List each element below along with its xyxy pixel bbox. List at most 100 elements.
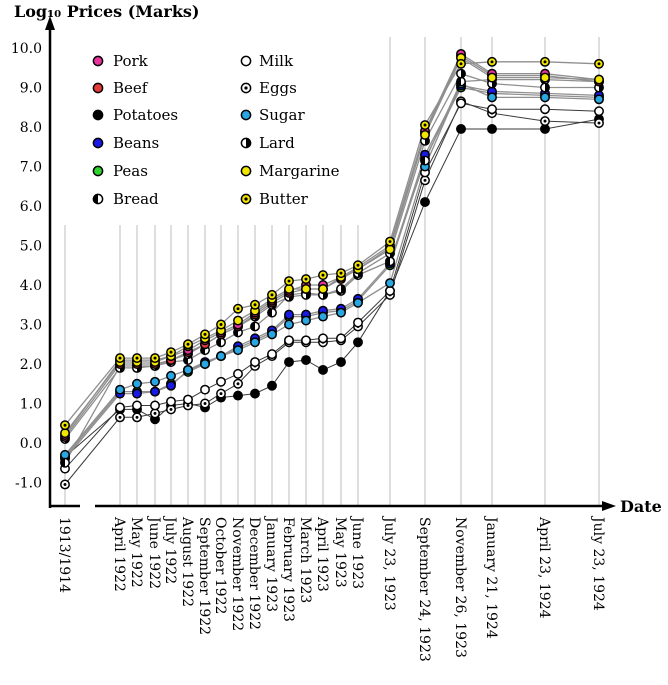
x-tick-label-july-23-1923: July 23, 1923 xyxy=(381,515,397,611)
x-tick-labels: 1913/1914 April 1922 May 1922 June 1922 July… xyxy=(56,515,606,662)
marker-bread-1913-1914 xyxy=(60,457,70,468)
legend-label-margarine: Margarine xyxy=(259,162,340,180)
marker-milk-july-23-1923 xyxy=(385,285,395,296)
series-line-peas xyxy=(64,86,600,458)
marker-bread-december-1922 xyxy=(250,321,260,332)
legend-item-beef: Beef xyxy=(92,79,149,97)
y-tick-label: 9.0 xyxy=(20,81,42,97)
marker-sugar-september-1922 xyxy=(200,359,210,369)
marker-butter-april-1923 xyxy=(318,270,328,281)
series-line-pork xyxy=(64,52,600,436)
x-tick-label-january-21-1924: January 21, 1924 xyxy=(483,515,499,639)
marker-sugar-march-1923 xyxy=(301,315,311,326)
marker-milk-june-1923 xyxy=(353,317,363,328)
legend-label-sugar: Sugar xyxy=(259,106,305,124)
marker-butter-april-23-1924 xyxy=(540,56,550,67)
marker-margarine-february-1923 xyxy=(284,284,294,294)
marker-sugar-june-1923 xyxy=(353,297,363,308)
y-tick-label: 5.0 xyxy=(20,239,42,255)
marker-margarine-july-23-1924 xyxy=(594,74,604,85)
legend-label-beans: Beans xyxy=(113,134,159,152)
legend-item-bread: Bread xyxy=(92,190,159,208)
x-tick-label-august-1922: August 1922 xyxy=(179,516,195,607)
marker-potatoes-january-21-1924 xyxy=(487,124,497,134)
marker-potatoes-november-1922 xyxy=(233,390,243,401)
series-line-margarine xyxy=(64,56,600,434)
marker-butter-1913-1914 xyxy=(60,420,70,431)
marker-margarine-1913-1914 xyxy=(60,428,70,439)
marker-butter-april-1922 xyxy=(115,353,125,364)
marker-milk-april-1923 xyxy=(318,333,328,344)
marker-sugar-january-1923 xyxy=(267,329,277,340)
marker-butter-december-1922 xyxy=(250,299,260,310)
marker-bread-september-24-1923 xyxy=(420,155,430,166)
marker-margarine-january-21-1924 xyxy=(487,72,497,83)
x-tick-label-september-1922: September 1922 xyxy=(196,517,212,635)
x-tick-label-july-1922: July 1922 xyxy=(162,515,178,584)
x-tick-label-december-1922: December 1922 xyxy=(246,517,262,630)
marker-butter-august-1922 xyxy=(183,339,193,350)
marker-bread-july-23-1923 xyxy=(385,256,395,267)
marker-eggs-may-1922 xyxy=(132,412,142,423)
marker-eggs-september-1922 xyxy=(200,398,210,409)
y-axis-arrow xyxy=(45,16,55,30)
marker-milk-august-1922 xyxy=(183,394,193,405)
marker-eggs-1913-1914 xyxy=(60,479,70,490)
x-tick-label-november-1922: November 1922 xyxy=(229,517,245,631)
legend-marker-butter xyxy=(240,193,252,205)
series-markers xyxy=(60,48,604,490)
x-tick-label-april-23-1924: April 23, 1924 xyxy=(536,516,552,619)
marker-beans-july-1922 xyxy=(166,380,176,391)
x-tick-label-april-1922: April 1922 xyxy=(111,516,127,592)
marker-potatoes-january-1923 xyxy=(267,380,277,391)
x-tick-label-november-26-1923: November 26, 1923 xyxy=(452,517,468,658)
marker-milk-march-1923 xyxy=(301,335,311,346)
x-tick-label-july-23-1924: July 23, 1924 xyxy=(590,515,606,611)
legend: Pork Beef Potatoes Beans Peas Bread Milk Eggs Su… xyxy=(92,52,340,208)
marker-eggs-september-24-1923 xyxy=(420,175,430,186)
marker-margarine-april-1923 xyxy=(318,284,328,294)
marker-milk-november-1922 xyxy=(233,368,243,379)
marker-milk-july-1922 xyxy=(166,396,176,407)
marker-milk-december-1922 xyxy=(250,357,260,367)
series-line-potatoes xyxy=(64,118,600,458)
x-tick-label-march-1923: March 1923 xyxy=(297,517,313,603)
marker-eggs-july-1922 xyxy=(166,404,176,415)
marker-butter-july-23-1923 xyxy=(385,236,395,247)
legend-item-pork: Pork xyxy=(92,52,149,70)
marker-butter-september-1922 xyxy=(200,329,210,340)
marker-sugar-april-1923 xyxy=(318,311,328,322)
marker-eggs-june-1922 xyxy=(150,408,160,419)
legend-marker-sugar xyxy=(240,109,252,121)
marker-sugar-april-1922 xyxy=(115,384,125,395)
marker-butter-january-1923 xyxy=(267,289,277,300)
marker-sugar-may-1923 xyxy=(336,307,346,318)
marker-milk-may-1922 xyxy=(132,400,142,411)
legend-marker-pork xyxy=(92,55,104,67)
marker-eggs-july-23-1924 xyxy=(594,118,604,129)
marker-eggs-april-23-1924 xyxy=(540,116,550,127)
x-tick-label-september-24-1923: September 24, 1923 xyxy=(416,517,432,662)
legend-label-peas: Peas xyxy=(113,162,148,180)
y-tick-label: 7.0 xyxy=(20,160,42,176)
legend-marker-beans xyxy=(92,137,104,149)
marker-sugar-may-1922 xyxy=(132,378,142,389)
marker-potatoes-april-23-1924 xyxy=(540,124,550,134)
marker-sugar-august-1922 xyxy=(183,364,193,375)
marker-sugar-1913-1914 xyxy=(60,449,70,460)
marker-beans-june-1922 xyxy=(150,386,160,397)
marker-milk-october-1922 xyxy=(216,376,226,387)
marker-potatoes-february-1923 xyxy=(284,357,294,367)
marker-butter-may-1922 xyxy=(132,353,142,364)
axes: Log₁₀ Prices (Marks) Date xyxy=(14,2,662,516)
series-lines xyxy=(64,52,600,485)
series-line-butter xyxy=(64,61,600,426)
x-tick-label-may-1923: May 1923 xyxy=(332,517,348,588)
marker-lard-april-23-1924 xyxy=(540,82,550,93)
x-axis-title: Date xyxy=(620,497,662,516)
marker-butter-july-1922 xyxy=(166,347,176,358)
marker-milk-april-1922 xyxy=(115,402,125,413)
y-axis-title: Log₁₀ Prices (Marks) xyxy=(14,2,199,21)
marker-milk-july-23-1924 xyxy=(594,106,604,117)
